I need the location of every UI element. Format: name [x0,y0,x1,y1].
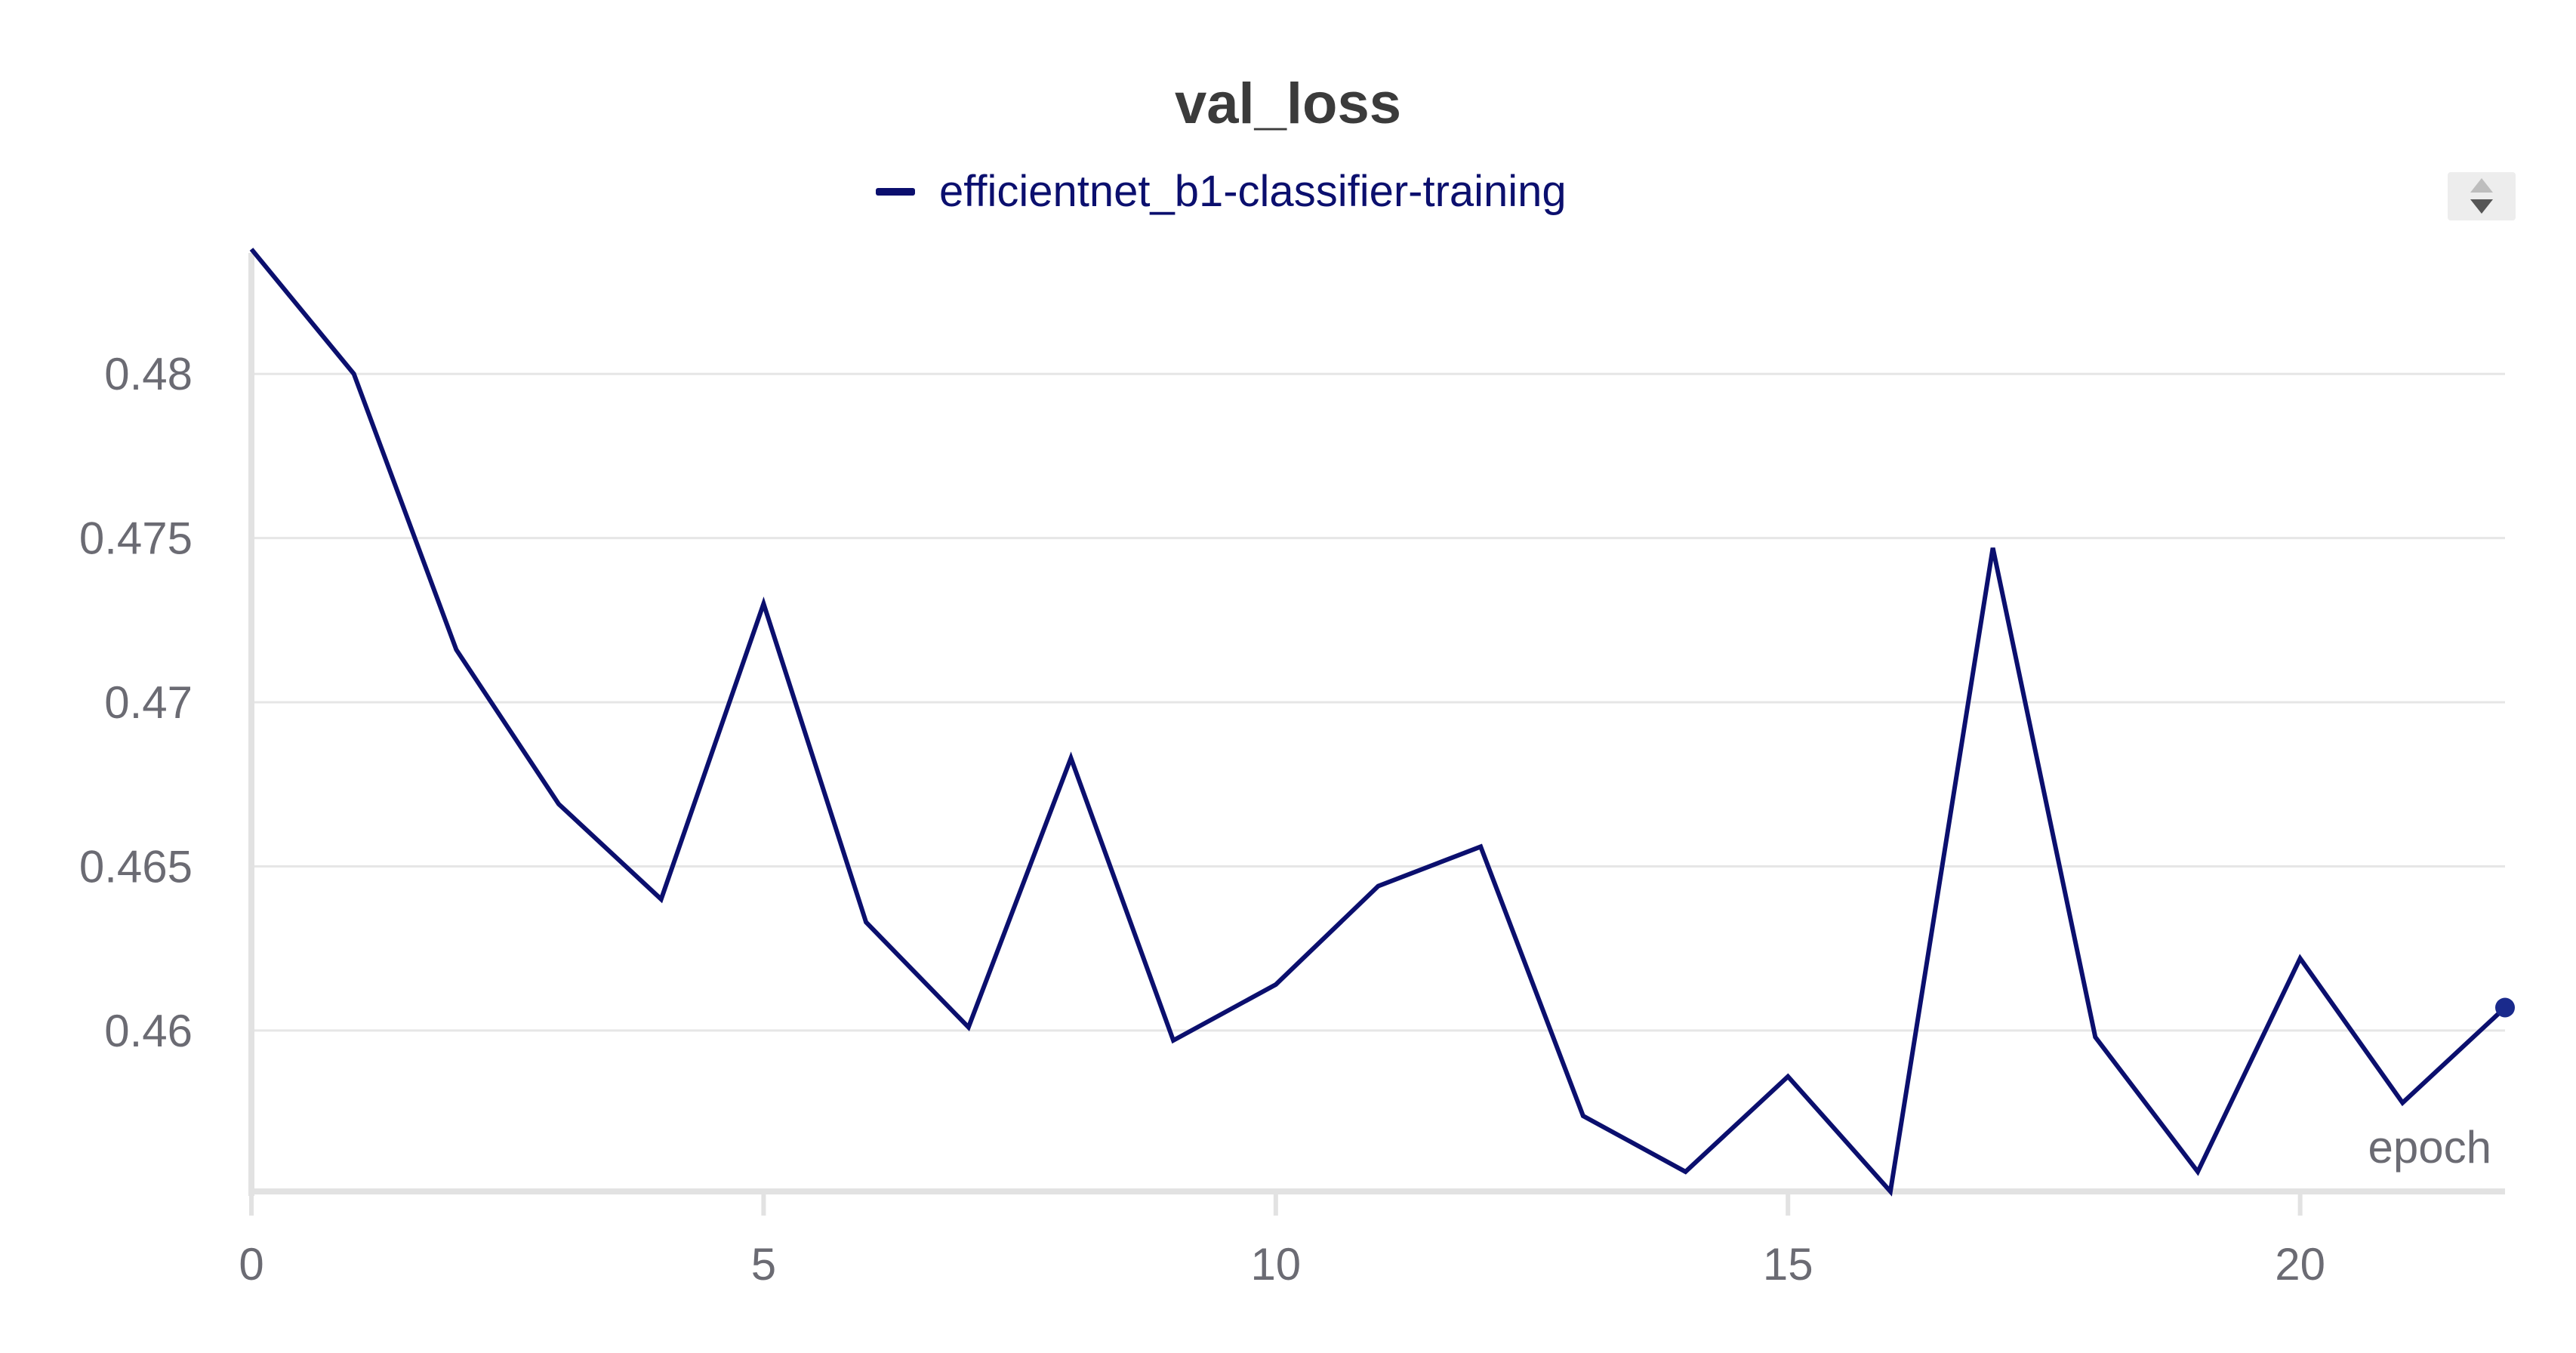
data-point [556,802,561,806]
series-layer [249,247,2515,1197]
y-tick-label: 0.46 [104,1006,193,1056]
data-point [1478,844,1483,849]
data-point [1171,1038,1176,1043]
data-point [1274,982,1278,987]
x-tick-label: 10 [1250,1239,1301,1290]
data-point [352,371,356,376]
data-point [761,602,766,606]
y-tick-label: 0.465 [79,842,193,892]
data-point [2400,1101,2405,1105]
y-tick-label: 0.47 [104,677,193,728]
data-point [659,897,664,901]
data-point [2495,997,2515,1018]
x-tick-label: 20 [2275,1239,2325,1290]
chart-title: val_loss [1175,72,1401,136]
data-point [1068,756,1073,760]
series-line [249,248,2507,1197]
data-point [454,648,458,652]
data-point [1581,1114,1585,1118]
data-point [2298,956,2303,960]
y-tick-label: 0.475 [79,513,193,564]
data-point [2093,1035,2097,1040]
legend-label: efficientnet_b1-classifier-training [939,167,1567,216]
data-point [1684,1170,1688,1174]
data-point [1786,1074,1790,1079]
data-point [1888,1189,1893,1194]
x-tick-label: 0 [239,1239,263,1290]
triangle-up-icon[interactable] [2470,178,2493,193]
tick-labels: 0.46 0.465 0.47 0.475 0.48 0 5 10 15 20 [79,349,2325,1290]
data-point [1376,884,1381,889]
y-tick-label: 0.48 [104,349,193,399]
axes [248,253,2505,1216]
data-point [1991,546,1995,550]
legend[interactable]: efficientnet_b1-classifier-training [876,170,1567,214]
data-point [2195,1170,2200,1174]
triangle-down-icon[interactable] [2470,199,2493,214]
legend-swatch [876,188,915,196]
gridlines [251,372,2505,1032]
x-tick-label: 15 [1763,1239,1813,1290]
data-point [249,247,254,251]
x-tick-label: 5 [751,1239,776,1290]
data-point [864,920,868,924]
data-point [966,1025,971,1030]
x-axis-label: epoch [2368,1122,2491,1173]
legend-scroll-control[interactable] [2448,172,2516,220]
